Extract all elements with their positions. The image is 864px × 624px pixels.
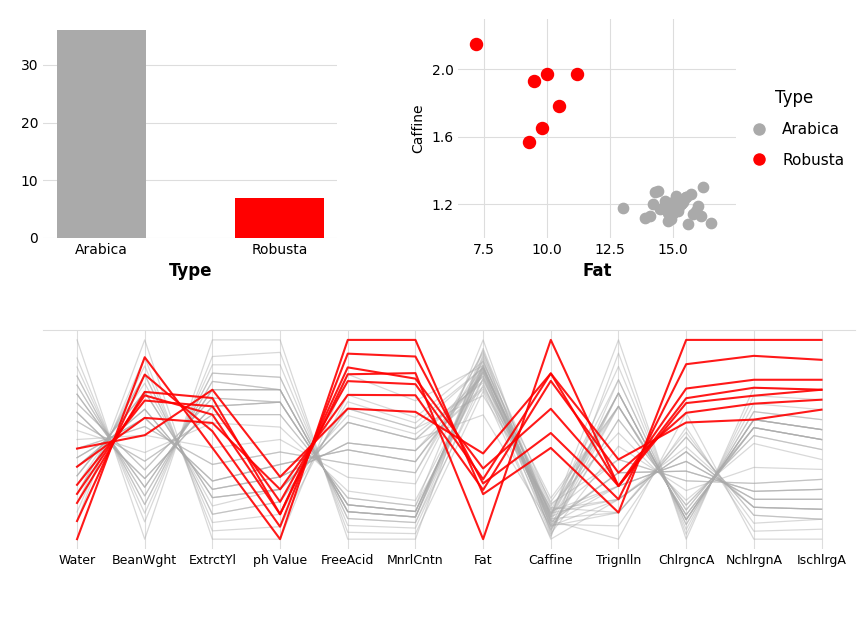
Point [661, 216, 675, 226]
Point [666, 208, 680, 218]
X-axis label: Type: Type [168, 262, 212, 280]
Point [656, 203, 670, 213]
Point [674, 199, 688, 209]
Point [552, 101, 566, 111]
Point [666, 208, 680, 218]
Point [535, 124, 549, 134]
Point [651, 186, 664, 196]
Point [522, 137, 536, 147]
Point [666, 198, 680, 208]
Point [664, 215, 677, 225]
Legend: Arabica, Robusta: Arabica, Robusta [744, 89, 844, 168]
Point [616, 203, 630, 213]
Point [646, 199, 660, 209]
Bar [56, 30, 146, 238]
Point [658, 201, 672, 211]
Point [696, 182, 710, 192]
Point [669, 191, 683, 201]
Point [674, 196, 688, 206]
Point [674, 199, 688, 209]
Point [671, 194, 685, 204]
Point [669, 196, 683, 206]
Point [683, 189, 697, 199]
Point [689, 206, 702, 216]
Point [679, 192, 693, 202]
Point [653, 204, 667, 214]
Point [469, 39, 483, 49]
Point [661, 208, 675, 218]
Point [686, 209, 700, 219]
X-axis label: Fat: Fat [582, 262, 612, 280]
Y-axis label: Caffine: Caffine [412, 104, 426, 153]
Point [704, 218, 718, 228]
Point [679, 192, 693, 202]
Point [694, 211, 708, 221]
Point [540, 69, 554, 79]
Point [671, 206, 685, 216]
Point [671, 204, 685, 214]
Bar [235, 198, 324, 238]
Point [677, 198, 690, 208]
Point [644, 211, 658, 221]
Point [658, 196, 672, 206]
Point [649, 187, 663, 197]
Point [682, 220, 696, 230]
Point [527, 76, 541, 86]
Point [638, 213, 652, 223]
Point [691, 201, 705, 211]
Point [666, 203, 680, 213]
Point [570, 69, 584, 79]
